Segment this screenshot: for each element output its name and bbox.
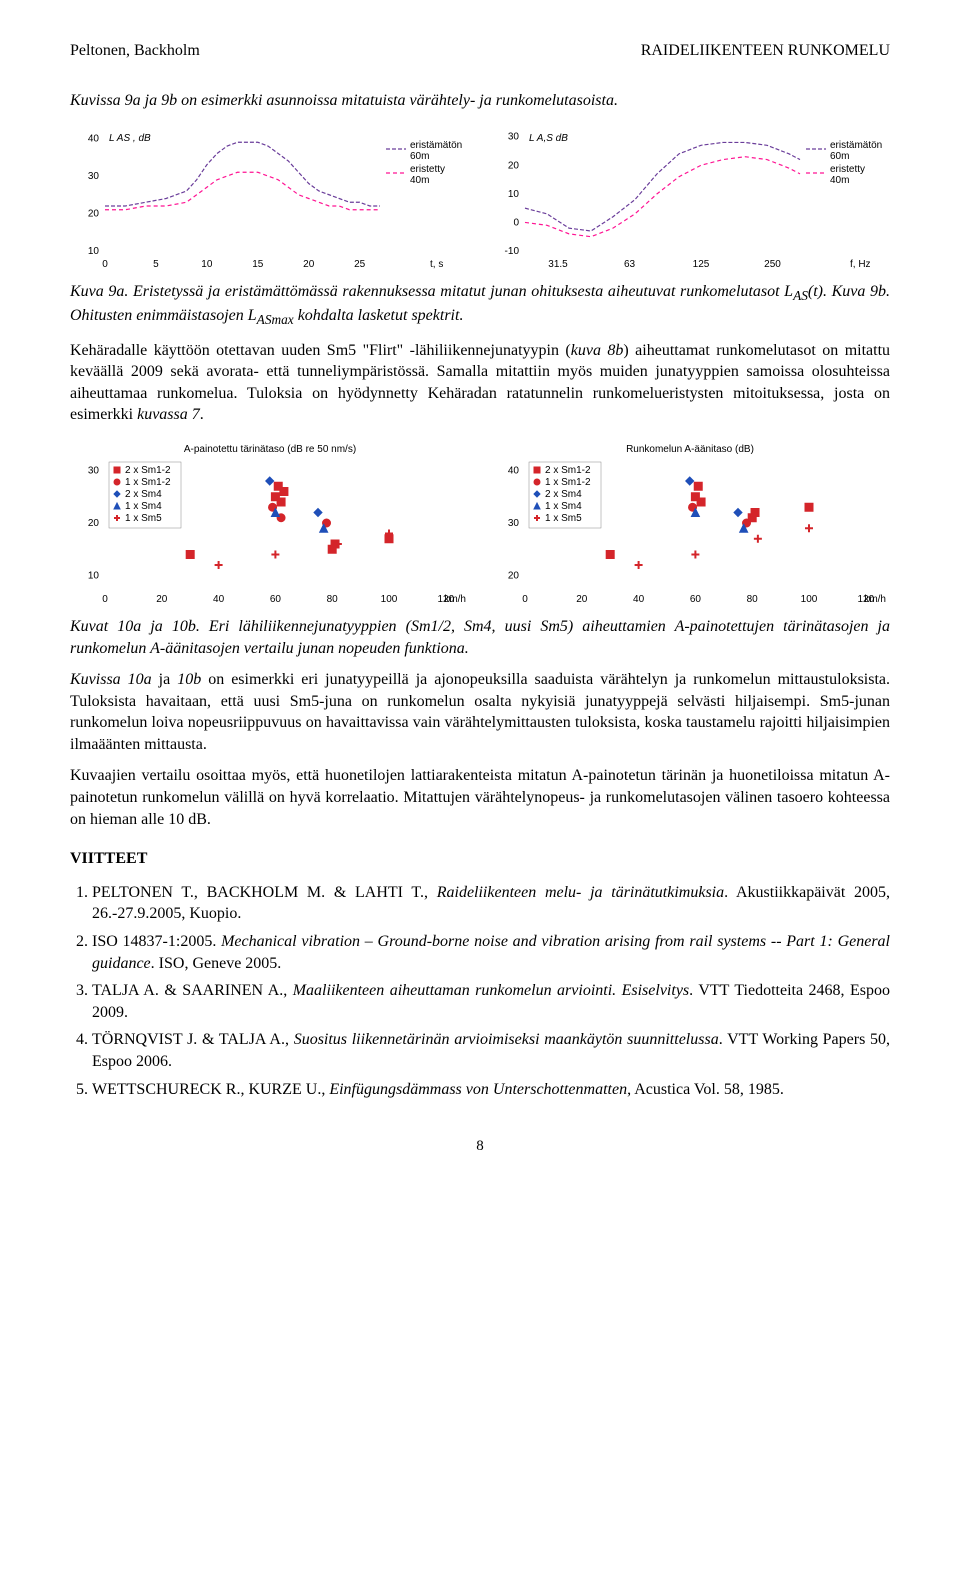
- svg-text:1 x Sm5: 1 x Sm5: [545, 513, 582, 524]
- svg-text:60m: 60m: [410, 151, 429, 162]
- svg-text:15: 15: [252, 259, 264, 270]
- svg-text:250: 250: [764, 259, 781, 270]
- svg-text:t, s: t, s: [430, 259, 443, 270]
- svg-text:eristetty: eristetty: [830, 164, 865, 175]
- chart-9a: 10 20 30 40 0 5 10 15 20 25 t, s L AS , dB eristämät…: [70, 123, 470, 273]
- reference-item: ISO 14837-1:2005. Mechanical vibration –…: [92, 931, 890, 974]
- svg-text:km/h: km/h: [864, 594, 886, 605]
- svg-text:30: 30: [88, 465, 100, 476]
- svg-text:20: 20: [88, 209, 100, 220]
- chart-10a: A-painotettu tärinätaso (dB re 50 nm/s) 1…: [70, 438, 470, 608]
- svg-text:km/h: km/h: [444, 594, 466, 605]
- svg-text:100: 100: [801, 594, 818, 605]
- svg-text:20: 20: [303, 259, 315, 270]
- svg-text:40m: 40m: [830, 175, 849, 186]
- header-right: RAIDELIIKENTEEN RUNKOMELU: [641, 40, 890, 62]
- references-list: PELTONEN T., BACKHOLM M. & LAHTI T., Rai…: [70, 882, 890, 1100]
- svg-text:2 x Sm1-2: 2 x Sm1-2: [125, 465, 171, 476]
- svg-text:100: 100: [381, 594, 398, 605]
- paragraph-2: Kehäradalle käyttöön otettavan uuden Sm5…: [70, 340, 890, 426]
- svg-text:40: 40: [213, 594, 225, 605]
- svg-text:20: 20: [88, 518, 100, 529]
- reference-item: TALJA A. & SAARINEN A., Maaliikenteen ai…: [92, 980, 890, 1023]
- page-number: 8: [70, 1136, 890, 1156]
- svg-text:1 x Sm4: 1 x Sm4: [545, 501, 582, 512]
- svg-text:30: 30: [508, 518, 520, 529]
- svg-text:20: 20: [156, 594, 168, 605]
- svg-text:1 x Sm5: 1 x Sm5: [125, 513, 162, 524]
- svg-text:60: 60: [690, 594, 702, 605]
- paragraph-4: Kuvaajien vertailu osoittaa myös, että h…: [70, 765, 890, 830]
- svg-text:10: 10: [201, 259, 213, 270]
- svg-text:30: 30: [508, 132, 520, 143]
- svg-text:80: 80: [327, 594, 339, 605]
- svg-text:eristämätön: eristämätön: [830, 140, 882, 151]
- svg-text:1 x Sm1-2: 1 x Sm1-2: [125, 477, 171, 488]
- svg-text:20: 20: [576, 594, 588, 605]
- header-left: Peltonen, Backholm: [70, 40, 200, 62]
- svg-text:L AS , dB: L AS , dB: [109, 133, 151, 144]
- svg-text:20: 20: [508, 570, 520, 581]
- svg-text:60: 60: [270, 594, 282, 605]
- svg-text:40m: 40m: [410, 175, 429, 186]
- svg-text:40: 40: [508, 465, 520, 476]
- svg-text:2 x Sm4: 2 x Sm4: [125, 489, 162, 500]
- caption-10: Kuvat 10a ja 10b. Eri lähiliikennejunaty…: [70, 616, 890, 659]
- svg-text:2 x Sm1-2: 2 x Sm1-2: [545, 465, 591, 476]
- svg-text:eristämätön: eristämätön: [410, 140, 462, 151]
- reference-item: PELTONEN T., BACKHOLM M. & LAHTI T., Rai…: [92, 882, 890, 925]
- svg-text:10: 10: [88, 246, 100, 257]
- reference-item: WETTSCHURECK R., KURZE U., Einfügungsdäm…: [92, 1079, 890, 1101]
- svg-text:-10: -10: [505, 246, 520, 257]
- svg-text:A-painotettu tärinätaso (dB re: A-painotettu tärinätaso (dB re 50 nm/s): [184, 444, 356, 455]
- svg-text:0: 0: [522, 594, 528, 605]
- paragraph-3: Kuvissa 10a ja 10b on esimerkki eri juna…: [70, 669, 890, 755]
- svg-text:2 x Sm4: 2 x Sm4: [545, 489, 582, 500]
- svg-text:1 x Sm1-2: 1 x Sm1-2: [545, 477, 591, 488]
- svg-text:125: 125: [693, 259, 710, 270]
- svg-text:0: 0: [513, 218, 519, 229]
- svg-text:40: 40: [633, 594, 645, 605]
- svg-text:10: 10: [508, 189, 520, 200]
- svg-text:0: 0: [102, 259, 108, 270]
- svg-text:31.5: 31.5: [548, 259, 568, 270]
- svg-text:Runkomelun A-äänitaso (dB): Runkomelun A-äänitaso (dB): [626, 444, 754, 455]
- svg-text:1 x Sm4: 1 x Sm4: [125, 501, 162, 512]
- chart-10b: Runkomelun A-äänitaso (dB) 20 30 40 0 20 40 60 8…: [490, 438, 890, 608]
- svg-text:20: 20: [508, 160, 520, 171]
- reference-item: TÖRNQVIST J. & TALJA A., Suositus liiken…: [92, 1029, 890, 1072]
- svg-text:L A,S dB: L A,S dB: [529, 133, 568, 144]
- svg-text:f, Hz: f, Hz: [850, 259, 871, 270]
- svg-text:5: 5: [153, 259, 159, 270]
- svg-text:eristetty: eristetty: [410, 164, 445, 175]
- svg-text:10: 10: [88, 570, 100, 581]
- svg-text:40: 40: [88, 134, 100, 145]
- svg-text:60m: 60m: [830, 151, 849, 162]
- references-heading: VIITTEET: [70, 848, 890, 870]
- svg-text:30: 30: [88, 171, 100, 182]
- chart-9b: -10 0 10 20 30 31.5 63 125 250 f, Hz L A,S dB erist…: [490, 123, 890, 273]
- svg-text:63: 63: [624, 259, 636, 270]
- caption-9: Kuva 9a. Eristetyssä ja eristämättömässä…: [70, 281, 890, 329]
- intro-paragraph: Kuvissa 9a ja 9b on esimerkki asunnoissa…: [70, 90, 890, 112]
- svg-text:80: 80: [747, 594, 759, 605]
- svg-text:0: 0: [102, 594, 108, 605]
- svg-text:25: 25: [354, 259, 366, 270]
